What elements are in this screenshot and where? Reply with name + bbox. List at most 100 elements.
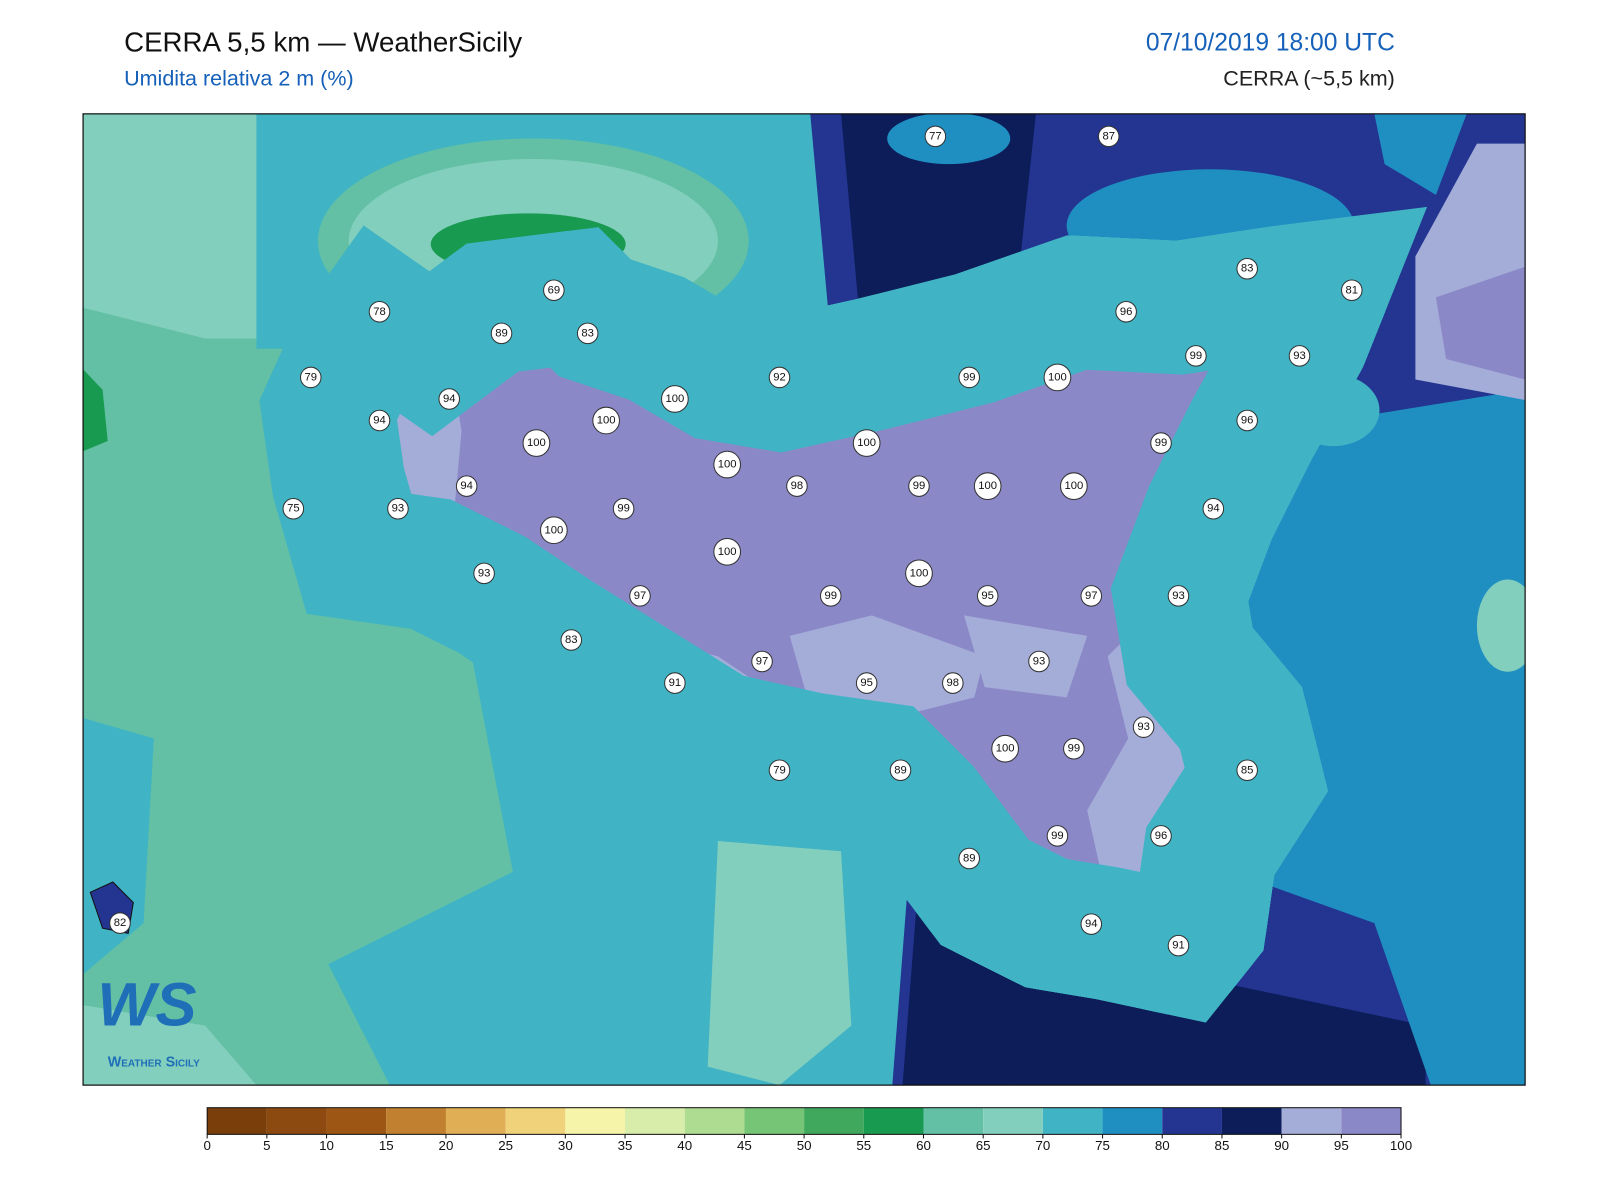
station-marker (490, 322, 513, 345)
station-value: 99 (1068, 743, 1081, 755)
station-marker (1080, 585, 1103, 607)
colorbar-bin (1221, 1107, 1282, 1135)
colorbar-bin (923, 1107, 984, 1135)
station-value: 99 (1190, 350, 1203, 362)
colorbar-tick-label: 5 (263, 1138, 270, 1153)
colorbar-tick-label: 50 (797, 1138, 812, 1153)
station-value: 100 (978, 480, 997, 492)
colorbar-tick-label: 10 (319, 1138, 334, 1153)
station-marker (1028, 650, 1050, 673)
colorbar-bin (625, 1107, 685, 1135)
colorbar-tick-label: 15 (379, 1138, 394, 1153)
station-marker (852, 429, 881, 457)
station-value: 79 (773, 764, 786, 776)
station-marker (1046, 825, 1069, 847)
station-marker (713, 537, 742, 566)
station-value: 100 (910, 567, 929, 579)
model: CERRA (~5,5 km) (1223, 67, 1395, 91)
station-marker (1202, 497, 1225, 520)
station-marker (973, 472, 1002, 500)
station-value: 94 (1085, 918, 1098, 930)
station-value: 83 (581, 327, 594, 339)
station-value: 97 (1085, 590, 1098, 602)
colorbar-tick-label: 35 (618, 1138, 633, 1153)
station-value: 92 (773, 371, 786, 383)
logo: WS Weather Sicily (97, 971, 200, 1071)
station-value: 89 (963, 852, 976, 864)
station-value: 100 (718, 459, 737, 471)
station-value: 83 (565, 634, 578, 646)
station-marker (282, 497, 305, 520)
map-field (83, 113, 1526, 1086)
colorbar-tick-label: 80 (1155, 1138, 1170, 1153)
station-value: 100 (857, 437, 876, 449)
station-marker (368, 301, 391, 323)
station-value: 69 (548, 284, 561, 296)
station-value: 98 (791, 480, 804, 492)
station-marker (942, 672, 964, 694)
station-value: 97 (756, 656, 769, 668)
station-value: 100 (1064, 480, 1083, 492)
station-marker (1341, 279, 1363, 302)
station-value: 91 (669, 677, 682, 689)
station-marker (1132, 716, 1155, 738)
station-value: 83 (1241, 263, 1254, 275)
station-value: 85 (1241, 764, 1254, 776)
station-value: 94 (460, 480, 473, 492)
station-value: 75 (287, 503, 300, 515)
colorbar-bin (744, 1107, 805, 1135)
colorbar-tick-label: 0 (203, 1138, 210, 1153)
station-value: 93 (1293, 350, 1306, 362)
station-marker (1167, 585, 1190, 607)
colorbar-tick-label: 100 (1390, 1138, 1412, 1153)
station-value: 100 (665, 393, 684, 405)
station-value: 93 (1172, 590, 1185, 602)
station-value: 99 (1051, 830, 1064, 842)
station-marker (1236, 409, 1258, 432)
colorbar-tick-label: 90 (1274, 1138, 1289, 1153)
station-value: 94 (443, 393, 456, 405)
station-value: 100 (996, 743, 1015, 755)
station-marker (543, 279, 565, 302)
station-marker (109, 912, 131, 934)
station-marker (1115, 301, 1137, 323)
colorbar-bin (326, 1107, 387, 1135)
station-marker (455, 475, 478, 497)
station-value: 94 (373, 415, 386, 427)
station-marker (1043, 363, 1072, 392)
station-marker (1060, 472, 1088, 500)
station-value: 99 (913, 480, 926, 492)
title: CERRA 5,5 km — WeatherSicily (124, 26, 522, 57)
colorbar-bin (1042, 1107, 1103, 1135)
station-marker (664, 672, 686, 694)
colorbar-bin (1162, 1107, 1222, 1135)
station-marker (540, 516, 568, 545)
colorbar-bin (386, 1107, 446, 1135)
colorbar-tick-label: 45 (737, 1138, 752, 1153)
colorbar-tick-label: 30 (558, 1138, 573, 1153)
station-value: 96 (1120, 306, 1133, 318)
station-marker (473, 562, 495, 585)
station-marker (855, 672, 878, 694)
station-value: 99 (963, 371, 976, 383)
datetime: 07/10/2019 18:00 UTC (1146, 30, 1395, 57)
station-value: 93 (478, 567, 491, 579)
station-marker (768, 366, 791, 389)
colorbar-tick-label: 70 (1035, 1138, 1050, 1153)
station-value: 96 (1155, 830, 1168, 842)
station-value: 81 (1346, 284, 1359, 296)
station-value: 95 (860, 677, 873, 689)
colorbar-tick-label: 65 (976, 1138, 991, 1153)
colorbar-bin (804, 1107, 864, 1135)
station-marker (976, 585, 999, 607)
station-marker (958, 847, 980, 870)
station-value: 77 (929, 130, 942, 142)
station-marker (438, 388, 460, 410)
logo-text: Weather Sicily (108, 1055, 200, 1071)
plot-frame (82, 113, 1526, 1086)
station-value: 82 (114, 917, 127, 929)
colorbar-bin (565, 1107, 626, 1135)
colorbar: 0 5 10 15 20 25 30 35 40 45 50 55 60 65 70 75 80 85 90 95 10… (203, 1107, 1412, 1153)
station-value: 94 (1207, 503, 1220, 515)
